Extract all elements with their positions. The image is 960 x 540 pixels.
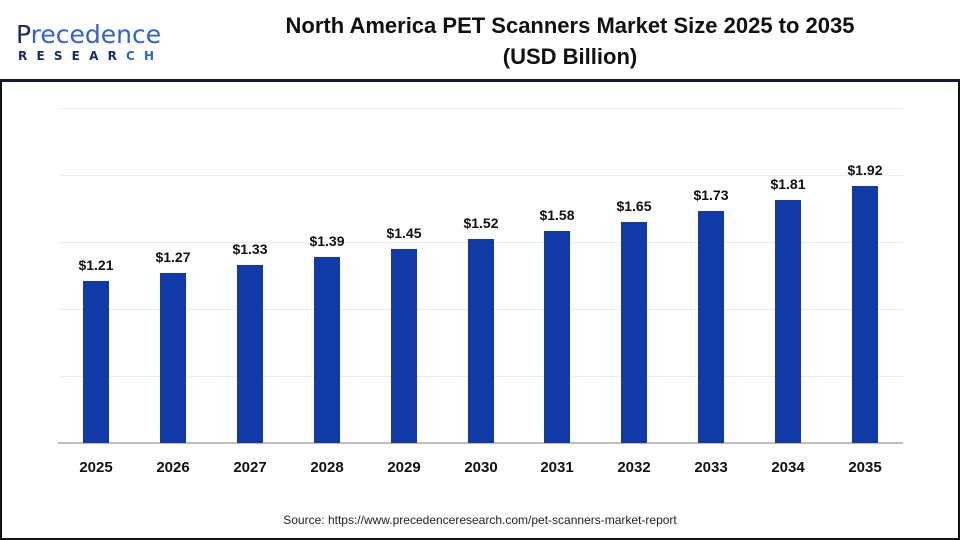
bar-2035[interactable] xyxy=(852,186,878,443)
x-axis-tick-label: 2034 xyxy=(771,459,805,476)
bar-2031[interactable] xyxy=(544,231,570,443)
bar-2030[interactable] xyxy=(468,239,494,443)
bar-2034[interactable] xyxy=(775,200,801,443)
x-axis-tick-label: 2035 xyxy=(848,459,882,476)
chart-title: North America PET Scanners Market Size 2… xyxy=(220,10,920,72)
bar-value-label: $1.65 xyxy=(616,198,652,214)
bar-2029[interactable] xyxy=(391,249,417,443)
bar-2025[interactable] xyxy=(83,281,109,443)
x-axis-tick-label: 2028 xyxy=(310,459,344,476)
x-axis-tick-label: 2030 xyxy=(464,459,498,476)
x-axis-tick-label: 2026 xyxy=(156,459,190,476)
x-axis-tick-label: 2033 xyxy=(694,459,728,476)
logo-wordmark: Precedence xyxy=(16,20,162,49)
x-axis-tick-label: 2032 xyxy=(617,459,651,476)
logo-subtitle: RESEARCH xyxy=(18,49,164,63)
bar-2033[interactable] xyxy=(698,211,724,443)
bar-value-label: $1.27 xyxy=(155,249,191,265)
bar-value-label: $1.81 xyxy=(770,176,806,192)
source-citation: Source: https://www.precedenceresearch.c… xyxy=(283,513,677,527)
x-axis-tick-label: 2027 xyxy=(233,459,267,476)
x-axis-tick-label: 2031 xyxy=(540,459,574,476)
bar-value-label: $1.52 xyxy=(463,215,499,231)
x-axis-tick-label: 2029 xyxy=(387,459,421,476)
bar-value-label: $1.45 xyxy=(386,225,422,241)
bar-2027[interactable] xyxy=(237,265,263,443)
gridline xyxy=(58,175,903,176)
bar-2026[interactable] xyxy=(160,273,186,443)
gridline xyxy=(58,108,903,109)
bar-value-label: $1.58 xyxy=(539,207,575,223)
chart-title-line2: (USD Billion) xyxy=(502,44,638,69)
bar-value-label: $1.73 xyxy=(693,187,729,203)
precedence-research-logo[interactable]: Precedence RESEARCH xyxy=(16,22,166,64)
x-axis-line xyxy=(58,442,903,444)
header: Precedence RESEARCH North America PET Sc… xyxy=(0,0,960,82)
chart-title-line1: North America PET Scanners Market Size 2… xyxy=(285,13,855,38)
bar-value-label: $1.39 xyxy=(309,233,345,249)
bar-value-label: $1.21 xyxy=(78,257,114,273)
bar-2028[interactable] xyxy=(314,257,340,443)
x-axis-tick-label: 2025 xyxy=(79,459,113,476)
bar-value-label: $1.33 xyxy=(232,241,268,257)
bar-2032[interactable] xyxy=(621,222,647,443)
bar-value-label: $1.92 xyxy=(847,162,883,178)
